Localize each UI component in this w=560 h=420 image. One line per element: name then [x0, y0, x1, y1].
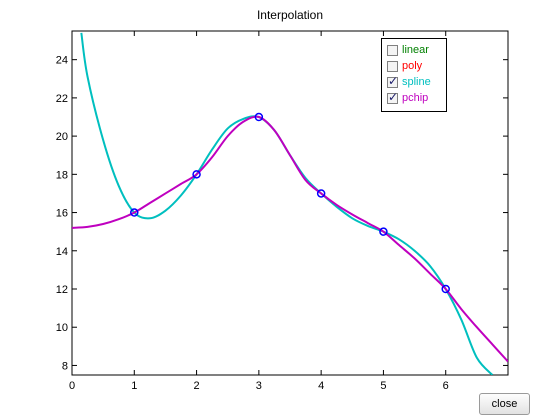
y-tick-label: 18 — [56, 169, 68, 181]
spline-checkbox[interactable] — [387, 74, 398, 88]
legend-label-pchip: pchip — [402, 92, 429, 104]
poly-checkbox[interactable] — [387, 60, 398, 72]
data-point-marker — [254, 112, 264, 122]
y-tick-label: 12 — [56, 284, 68, 296]
data-point-marker — [192, 170, 201, 179]
legend-item-linear[interactable]: linear — [387, 42, 446, 58]
data-point-marker — [316, 189, 326, 198]
x-tick-label: 3 — [256, 380, 262, 392]
x-tick-label: 0 — [69, 380, 75, 392]
legend-box: linear poly spline pchip — [381, 38, 447, 112]
legend-item-spline[interactable]: spline — [387, 74, 446, 90]
legend-label-spline: spline — [402, 76, 431, 88]
pchip-checkbox[interactable] — [387, 90, 398, 104]
x-tick-label: 4 — [318, 380, 324, 392]
legend-item-poly[interactable]: poly — [387, 58, 446, 74]
y-tick-label: 10 — [56, 322, 68, 334]
y-tick-label: 22 — [56, 93, 68, 105]
y-tick-label: 8 — [62, 360, 68, 372]
chart-title: Interpolation — [256, 8, 324, 22]
series-line-pchip — [72, 115, 508, 363]
x-tick-label: 1 — [131, 380, 137, 392]
x-tick-label: 2 — [194, 380, 200, 392]
data-point-marker — [130, 208, 139, 217]
y-tick-label: 24 — [56, 55, 68, 67]
x-tick-label: 5 — [380, 380, 386, 392]
close-button[interactable]: close — [479, 393, 530, 415]
legend-label-linear: linear — [402, 44, 429, 56]
y-tick-label: 14 — [56, 246, 68, 258]
data-point-marker — [441, 284, 450, 294]
x-tick-label: 6 — [443, 380, 449, 392]
y-tick-label: 20 — [56, 131, 68, 143]
legend-label-poly: poly — [402, 60, 423, 72]
y-tick-label: 16 — [56, 208, 68, 220]
legend-item-pchip[interactable]: pchip — [387, 90, 446, 106]
linear-checkbox[interactable] — [387, 44, 398, 56]
data-point-marker — [379, 227, 388, 236]
